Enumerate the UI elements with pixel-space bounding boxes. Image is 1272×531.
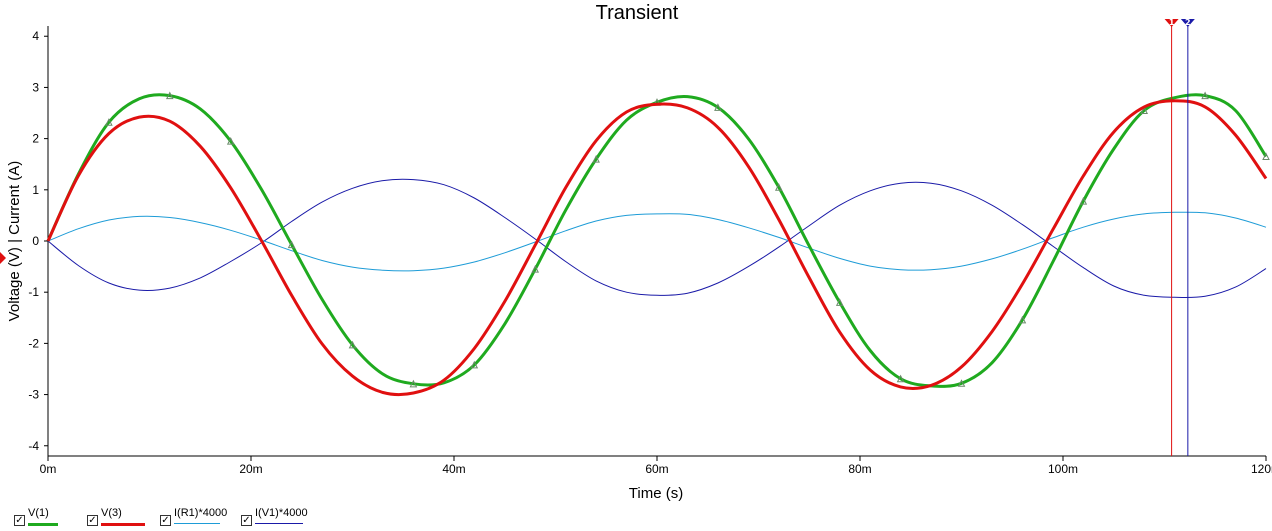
- y-tick-label: -4: [28, 439, 39, 453]
- transient-chart: Transient Time (s) Voltage (V) | Current…: [0, 2, 1272, 502]
- x-tick-label: 0m: [40, 462, 57, 476]
- axes: 4 3 2 1 0 -1 -2 -3 -40m 20m 40m 60m 80m 100m 120m: [28, 26, 1272, 476]
- legend-checkbox-v3[interactable]: ✓: [87, 515, 98, 526]
- legend-label-v1: V(1): [28, 507, 49, 519]
- legend-checkbox-v1[interactable]: ✓: [14, 515, 25, 526]
- data-point-marker: [1018, 315, 1027, 324]
- legend-checkbox-iv1[interactable]: ✓: [241, 515, 252, 526]
- data-point-marker: [896, 374, 905, 383]
- cursor-id-label: 2: [1185, 18, 1191, 27]
- data-point-marker: [957, 379, 966, 387]
- y-axis-label: Voltage (V) | Current (A): [6, 161, 23, 322]
- data-point-marker: [592, 154, 600, 163]
- data-point-marker: [531, 265, 540, 273]
- y-tick-label: 0: [32, 234, 39, 248]
- legend-swatch-iv1: [255, 523, 303, 524]
- data-point-marker: [1079, 196, 1088, 205]
- y-tick-label: 4: [32, 29, 39, 43]
- x-tick-label: 80m: [848, 462, 871, 476]
- cursor-handle-icon[interactable]: [1164, 19, 1179, 27]
- x-tick-label: 60m: [645, 462, 668, 476]
- x-tick-label: 120m: [1251, 462, 1272, 476]
- chart-title: Transient: [596, 2, 679, 24]
- x-tick-label: 100m: [1048, 462, 1078, 476]
- data-point-marker: [348, 340, 357, 349]
- y-tick-label: 1: [32, 183, 39, 197]
- legend-label-ir1: I(R1)*4000: [174, 507, 228, 519]
- series-line-i-r1-4000: [47, 211, 1267, 272]
- data-point-marker: [1262, 152, 1270, 161]
- data-point-marker: [409, 379, 418, 388]
- left-edge-marker-icon: [0, 252, 6, 264]
- y-tick-label: 2: [32, 132, 39, 146]
- legend-label-v3: V(3): [101, 507, 122, 519]
- legend-swatch-ir1: [174, 523, 220, 524]
- series-line-v-3: [46, 99, 1268, 397]
- legend-label-iv1: I(V1)*4000: [255, 507, 308, 519]
- y-tick-label: -2: [28, 336, 39, 350]
- legend-swatch-v1: [28, 523, 58, 526]
- series-line-i-v1-4000: [47, 178, 1267, 299]
- legend: ✓ V(1) ✓ V(3) ✓ I(R1)*4000 ✓ I(V1)*4000: [0, 503, 1272, 531]
- data-point-marker: [105, 118, 113, 126]
- cursor-handle-icon[interactable]: [1180, 19, 1195, 27]
- data-point-marker: [287, 240, 296, 249]
- y-tick-label: -1: [28, 285, 39, 299]
- data-point-marker: [835, 298, 844, 306]
- data-point-marker: [165, 91, 174, 100]
- legend-checkbox-ir1[interactable]: ✓: [160, 515, 171, 526]
- legend-swatch-v3: [101, 523, 145, 526]
- cursor-id-label: 1: [1169, 18, 1175, 27]
- data-point-marker: [226, 137, 235, 145]
- y-tick-label: -3: [28, 388, 39, 402]
- series-line-v-1: [46, 93, 1268, 388]
- y-tick-label: 3: [32, 80, 39, 94]
- plot-area: [46, 91, 1270, 397]
- data-point-marker: [774, 183, 783, 191]
- data-point-marker: [1201, 91, 1209, 100]
- x-tick-label: 20m: [239, 462, 262, 476]
- x-axis-label: Time (s): [629, 485, 683, 502]
- x-tick-label: 40m: [442, 462, 465, 476]
- data-point-marker: [714, 103, 722, 111]
- data-point-marker: [1140, 106, 1149, 114]
- data-point-marker: [470, 360, 479, 369]
